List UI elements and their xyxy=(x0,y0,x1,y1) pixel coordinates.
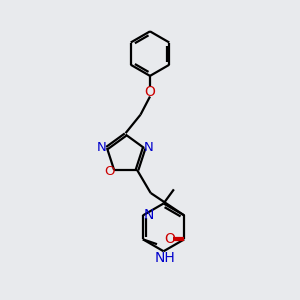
Text: O: O xyxy=(104,165,114,178)
Text: NH: NH xyxy=(154,251,175,265)
Text: N: N xyxy=(97,141,107,154)
Text: N: N xyxy=(143,208,154,222)
Text: O: O xyxy=(145,85,155,99)
Text: O: O xyxy=(164,232,175,246)
Text: N: N xyxy=(144,141,154,154)
